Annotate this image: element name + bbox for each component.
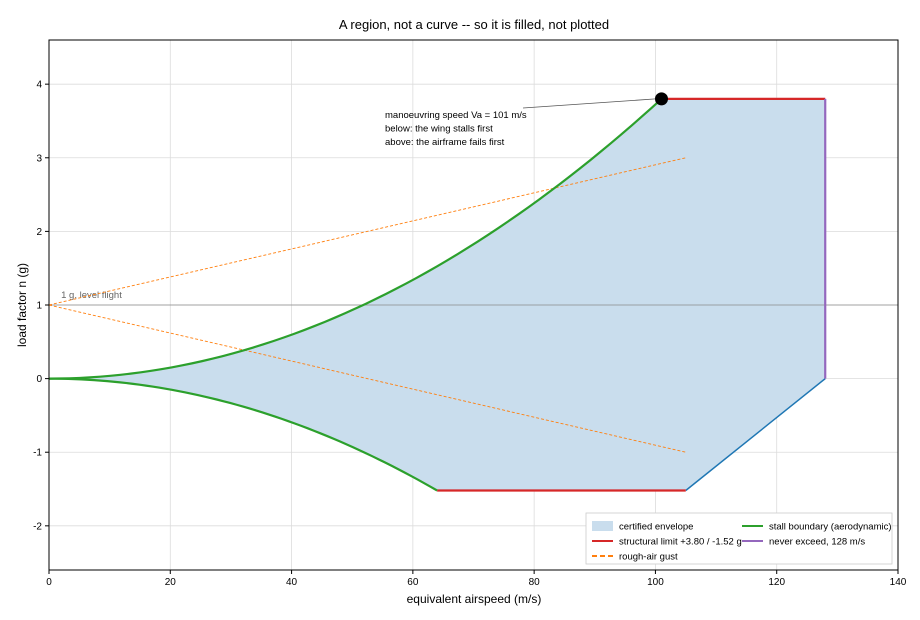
legend-swatch [592, 521, 613, 531]
y-tick-label: -2 [33, 521, 42, 532]
certified-envelope [49, 98, 826, 491]
gust-line [48, 157, 686, 306]
y-axis-label: load factor n (g) [15, 263, 29, 347]
negative-gust-diagonal [685, 378, 826, 492]
x-tick-label: 20 [165, 577, 177, 588]
annotation-line: manoeuvring speed Va = 101 m/s [385, 110, 527, 121]
axes: 0 20 40 60 80 100 120 140 -2 -1 0 1 2 3 4 [33, 39, 907, 588]
plot-area: 1 g, level flight manoeuvring speed Va = … [48, 92, 898, 492]
annotation-line: below: the wing stalls first [385, 124, 493, 135]
legend-label: structural limit +3.80 / -1.52 g [619, 537, 742, 548]
chart-title: A region, not a curve -- so it is filled… [339, 17, 609, 32]
legend-box [585, 512, 893, 565]
legend-label: stall boundary (aerodynamic) [769, 522, 892, 533]
gust-line [48, 304, 686, 453]
y-tick-label: 0 [36, 374, 42, 385]
y-tick-label: 4 [36, 80, 42, 91]
x-axis-label: equivalent airspeed (m/s) [407, 592, 542, 606]
stall-boundary-negative [48, 377, 438, 492]
x-tick-label: 140 [890, 577, 907, 588]
y-tick-label: 1 [36, 301, 42, 312]
x-tick-label: 40 [286, 577, 298, 588]
legend-label: certified envelope [619, 522, 693, 533]
x-tick-label: 80 [529, 577, 541, 588]
annotation-leader [522, 98, 656, 109]
manoeuvring-speed-point [654, 92, 668, 106]
annotation-line: above: the airframe fails first [385, 137, 505, 148]
y-tick-label: 3 [36, 153, 42, 164]
x-tick-label: 60 [407, 577, 419, 588]
y-tick-label: 2 [36, 227, 42, 238]
stall-boundary-positive [48, 98, 663, 380]
x-tick-label: 120 [768, 577, 785, 588]
legend-label: rough-air gust [619, 552, 678, 563]
legend: certified envelope stall boundary (aerody… [585, 512, 893, 565]
legend-label: never exceed, 128 m/s [769, 537, 865, 548]
level-flight-label: 1 g, level flight [61, 290, 122, 301]
x-tick-label: 100 [647, 577, 664, 588]
y-tick-label: -1 [33, 448, 42, 459]
x-tick-label: 0 [46, 577, 52, 588]
